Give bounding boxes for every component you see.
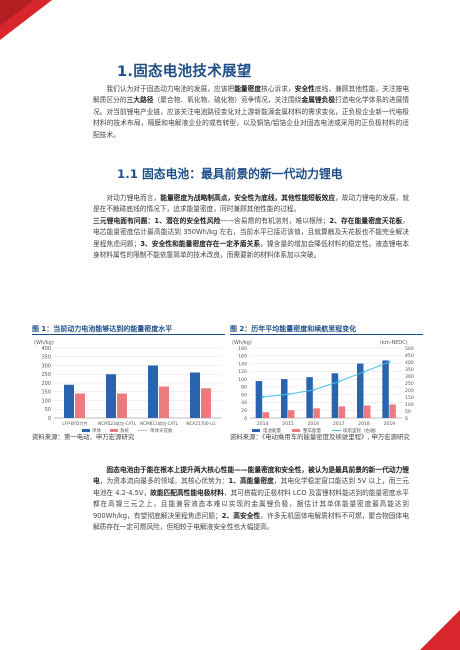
y2-tick-label: 400 [405,360,414,366]
y-tick-label: 150 [41,390,51,396]
bar-电池能量 [255,381,263,418]
bar-系统 [117,393,127,418]
y-tick-label: 20 [241,408,247,414]
legend-swatch [110,429,118,432]
energy-density-bar-chart: (Wh/kg) 0 50 100 150 200 250 300 350 400 LFP-BYD刀片… [34,340,222,434]
bar-系统 [75,393,85,418]
line-point [312,388,315,392]
legend-label: 电池能量 [263,427,281,434]
legend-swatch [252,429,260,432]
corner-decoration-top-left [0,0,52,40]
legend-label: 整车能量 [303,427,321,434]
x-tick-label: NCM811软包-CATL [140,420,179,427]
bar-整车能量 [338,406,346,418]
y2-tick-label: 0 [405,416,408,422]
x-tick-label: NCA21700-LG [186,421,215,426]
y-tick-label: 160 [238,354,247,360]
y2-tick-label: 250 [405,381,414,387]
corner-decoration-bottom-right [420,610,460,650]
figure-1-title: 图 1：当前动力电池能够达到的能量密度水平 [32,325,173,333]
intro-paragraph: 我们认为对于固态动力电池的发展，应该把能量密度核心诉求，安全性底线，兼顾其他性能… [93,85,410,139]
bar-电池能量 [382,360,389,418]
x-tick-label: 2015 [282,421,294,427]
y-tick-label: 80 [241,385,247,391]
bar-整车能量 [313,408,320,418]
body-paragraph-ternary: 对动力锂电而言，能量密度为战略制高点，安全性为底线，其他性能短板效应，故动力锂电… [93,194,410,260]
y-tick-label: 0 [48,416,51,422]
y2-tick-label: 50 [405,409,411,415]
legend-label: 单体 [92,427,101,434]
line-point [261,395,264,399]
section-title: 1.固态电池技术展望 [117,64,252,80]
bar-系统 [201,388,211,418]
y-tick-label: 100 [41,398,51,404]
y2-tick-label: 350 [405,367,414,373]
line-point [337,380,340,383]
bar-电池能量 [281,379,288,418]
x-tick-label: 2016 [307,421,319,427]
y-tick-label: 300 [41,363,51,369]
x-tick-label: 2017 [333,421,345,427]
y-axis-label: (Wh/kg) [232,340,252,346]
figure-1-rule [32,334,225,335]
figure-2-rule [230,334,423,335]
bar-电池能量 [357,363,364,418]
x-tick-label: NCM523软包-CATL [98,420,137,427]
y-tick-label: 50 [45,407,51,413]
subsection-title: 1.1 固态电池：最具前景的新一代动力锂电 [117,167,343,181]
y-tick-label: 180 [238,346,247,352]
y-tick-label: 140 [238,361,247,367]
bar-整车能量 [389,404,396,418]
x-tick-label: 2019 [383,421,395,427]
y-tick-label: 0 [244,416,247,422]
y-tick-label: 400 [41,346,51,352]
legend-swatch [292,429,300,432]
bar-电池能量 [306,377,313,418]
line-point [362,370,366,373]
figure-2-source: 资料来源：《电动乘用车的能量密度及续驶里程》, 申万宏源研究 [230,433,410,441]
y2-axis-label: (km-NEDC) [380,340,408,346]
legend-label: 系统 [120,427,129,434]
bar-单体 [64,384,74,418]
y-tick-label: 120 [238,369,247,375]
bar-单体 [106,374,116,418]
y-tick-label: 40 [241,400,247,406]
bar-整车能量 [288,410,295,418]
line-point [388,360,391,364]
y-tick-label: 200 [41,381,51,387]
legend-swatch [82,429,90,432]
y2-tick-label: 150 [405,395,414,401]
y-axis-label: (Wh/kg) [34,340,54,346]
y2-tick-label: 500 [405,346,414,352]
series-line-range [262,361,390,398]
bar-电池能量 [331,373,339,418]
bar-系统 [159,386,169,418]
bar-整车能量 [262,412,270,418]
y2-tick-label: 100 [405,402,414,408]
y2-tick-label: 450 [405,353,414,359]
x-tick-label: 2018 [358,421,370,427]
line-point [286,393,290,396]
legend-label: 单体天花板 [150,427,173,434]
y-tick-label: 100 [238,377,247,383]
body-paragraph-solid-state: 固态电池由于能在根本上提升两大核心性能——能量密度和安全性，被认为是最具前景的新… [93,466,410,532]
y-tick-label: 60 [241,392,247,398]
bar-单体 [148,365,158,418]
y2-tick-label: 200 [405,388,414,394]
figure-1-source: 资料来源：第一电动、申万宏源研究 [32,433,135,441]
x-tick-label: LFP-BYD刀片 [62,420,87,427]
x-tick-label: 2014 [257,421,269,427]
y2-tick-label: 300 [405,374,414,380]
bar-单体 [190,372,200,418]
bar-整车能量 [364,405,371,418]
y-tick-label: 250 [41,372,51,378]
figure-2-title: 图 2：历年平均能量密度和续航里程变化 [230,325,357,333]
legend-label: 续航里程（右轴） [343,427,379,434]
y-tick-label: 350 [41,355,51,361]
